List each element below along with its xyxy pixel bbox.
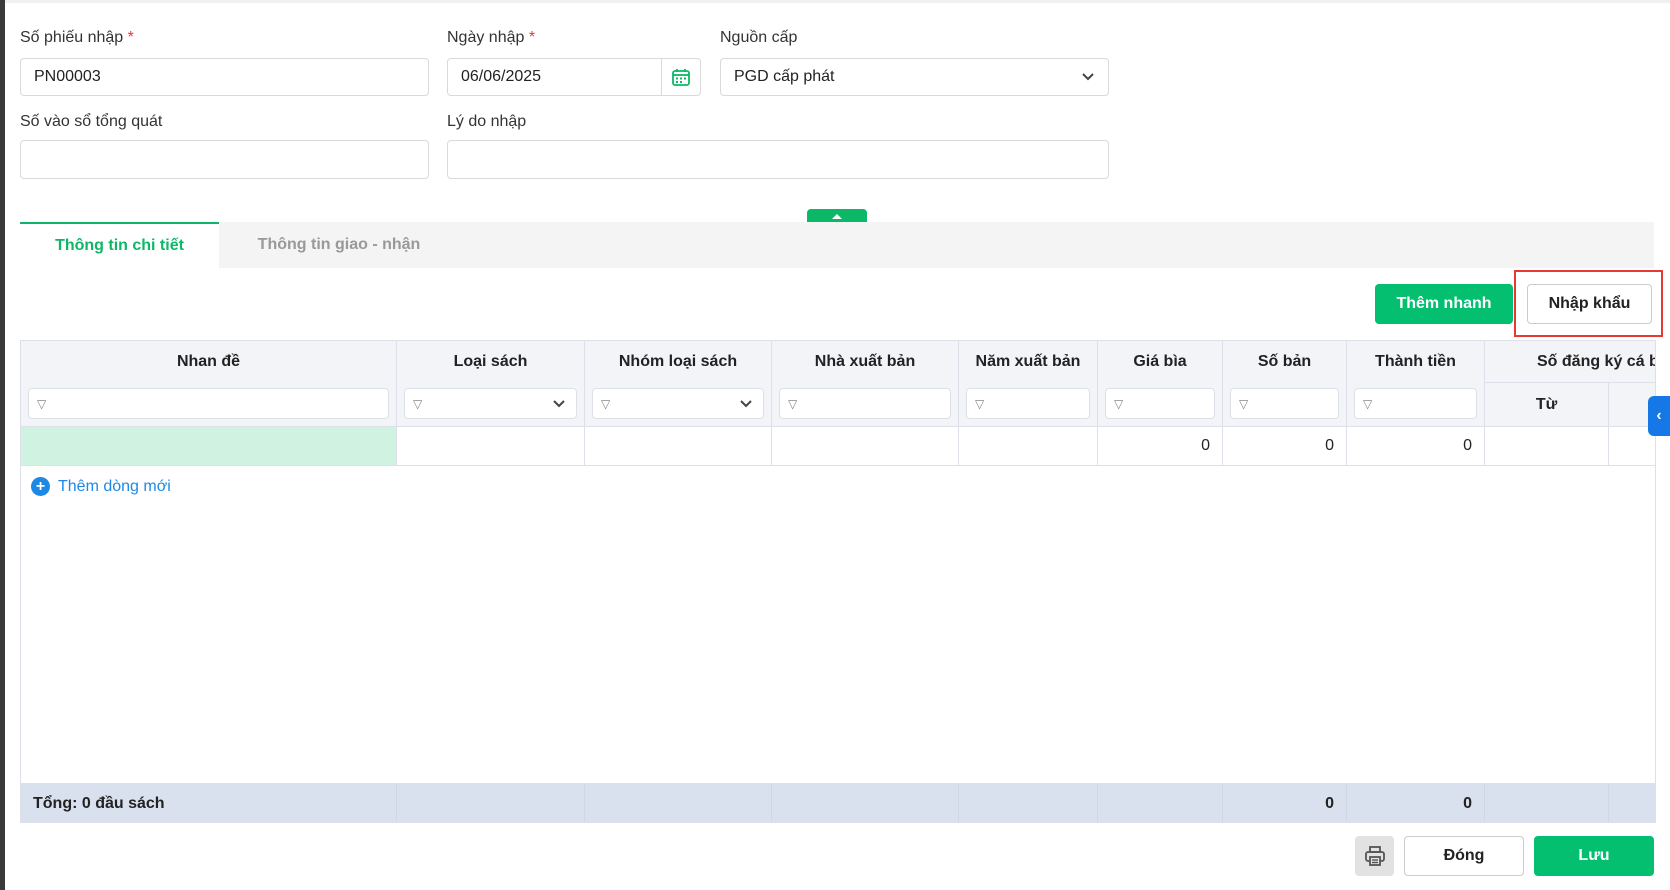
tab-bar: Thông tin chi tiết Thông tin giao - nhận [20,222,1654,268]
ngay-nhap-value: 06/06/2025 [461,68,542,85]
column-header-gia-bia: Giá bìa ▽ [1098,341,1223,427]
chevron-down-icon [740,399,752,407]
footer-cell [1098,783,1223,822]
nguon-cap-label: Nguồn cấp [720,29,798,46]
footer-cell [1485,783,1609,822]
plus-circle-icon: + [31,477,50,496]
footer-thanh-tien-total: 0 [1347,783,1485,822]
cell-so-ban[interactable]: 0 [1223,427,1347,466]
footer-total-label: Tổng: 0 đầu sách [21,783,397,822]
filter-input[interactable]: ▽ [966,388,1090,419]
column-header-thanh-tien: Thành tiền ▽ [1347,341,1485,427]
cell-nhom-loai-sach[interactable] [585,427,772,466]
nguon-cap-value: PGD cấp phát [734,68,835,85]
filter-icon: ▽ [413,396,423,411]
column-header-so-dang-ky-ca-biet: Số đăng ký cá biệt Từ [1485,341,1655,427]
sub-header-tu: Từ [1485,383,1609,427]
print-button[interactable] [1355,836,1394,876]
book-table: Nhan đề ▽ Loại sách ▽ Nhóm loại sách ▽ Nhà … [20,340,1656,823]
chevron-down-icon [553,399,565,407]
highlight-box [1514,270,1663,337]
save-button[interactable]: Lưu [1534,836,1654,876]
column-header-loai-sach: Loại sách ▽ [397,341,585,427]
them-nhanh-button[interactable]: Thêm nhanh [1375,284,1513,324]
collapse-toggle[interactable] [807,209,867,223]
calendar-button[interactable] [661,59,700,95]
calendar-icon [672,69,690,86]
cell-nam-xuat-ban[interactable] [959,427,1098,466]
tab-thong-tin-chi-tiet[interactable]: Thông tin chi tiết [20,222,219,268]
ly-do-nhap-label: Lý do nhập [447,113,527,130]
so-phieu-nhap-value: PN00003 [34,68,101,85]
filter-input[interactable]: ▽ [28,388,389,419]
footer-cell [585,783,772,822]
column-header-nhan-de: Nhan đề ▽ [21,341,397,427]
cell-thanh-tien[interactable]: 0 [1347,427,1485,466]
so-vao-so-tong-quat-input[interactable] [20,140,429,179]
nguon-cap-select[interactable]: PGD cấp phát [720,58,1109,96]
ly-do-nhap-input[interactable] [447,140,1109,179]
cell-nhan-de[interactable] [21,427,397,466]
so-phieu-nhap-input[interactable]: PN00003 [20,58,429,96]
caret-up-icon [832,213,842,219]
filter-icon: ▽ [1363,396,1373,411]
ngay-nhap-input[interactable]: 06/06/2025 [447,58,701,96]
filter-input[interactable]: ▽ [1105,388,1215,419]
chevron-left-icon: ‹ [1656,407,1662,424]
printer-icon [1364,846,1385,866]
add-row-label: Thêm dòng mới [58,477,171,495]
so-phieu-nhap-label: Số phiếu nhập * [20,29,134,46]
nhap-khau-button[interactable]: Nhập khẩu [1527,284,1652,324]
filter-select[interactable]: ▽ [592,388,764,419]
so-vao-so-tong-quat-label: Số vào sổ tổng quát [20,113,163,130]
filter-icon: ▽ [788,396,798,411]
filter-icon: ▽ [1239,396,1249,411]
window-edge [0,0,5,890]
tab-thong-tin-giao-nhan[interactable]: Thông tin giao - nhận [257,236,421,253]
add-row-link[interactable]: + Thêm dòng mới [31,477,171,496]
column-header-nhom-loai-sach: Nhóm loại sách ▽ [585,341,772,427]
filter-input[interactable]: ▽ [1230,388,1339,419]
chevron-down-icon [1082,73,1094,81]
filter-icon: ▽ [37,396,47,411]
side-panel-toggle[interactable]: ‹ [1648,396,1670,436]
filter-icon: ▽ [601,396,611,411]
close-button[interactable]: Đóng [1404,836,1524,876]
footer-cell [1609,783,1655,822]
filter-input[interactable]: ▽ [1354,388,1477,419]
footer-cell [959,783,1098,822]
filter-icon: ▽ [975,396,985,411]
column-header-nam-xuat-ban: Năm xuất bản ▽ [959,341,1098,427]
filter-input[interactable]: ▽ [779,388,951,419]
top-divider [5,0,1670,3]
column-header-nha-xuat-ban: Nhà xuất bản ▽ [772,341,959,427]
cell-den[interactable] [1609,427,1655,466]
column-header-so-ban: Số bản ▽ [1223,341,1347,427]
ngay-nhap-label: Ngày nhập * [447,29,536,46]
footer-so-ban-total: 0 [1223,783,1347,822]
cell-loai-sach[interactable] [397,427,585,466]
footer-cell [397,783,585,822]
filter-icon: ▽ [1114,396,1124,411]
filter-select[interactable]: ▽ [404,388,577,419]
cell-nha-xuat-ban[interactable] [772,427,959,466]
cell-gia-bia[interactable]: 0 [1098,427,1223,466]
footer-cell [772,783,959,822]
cell-tu[interactable] [1485,427,1609,466]
